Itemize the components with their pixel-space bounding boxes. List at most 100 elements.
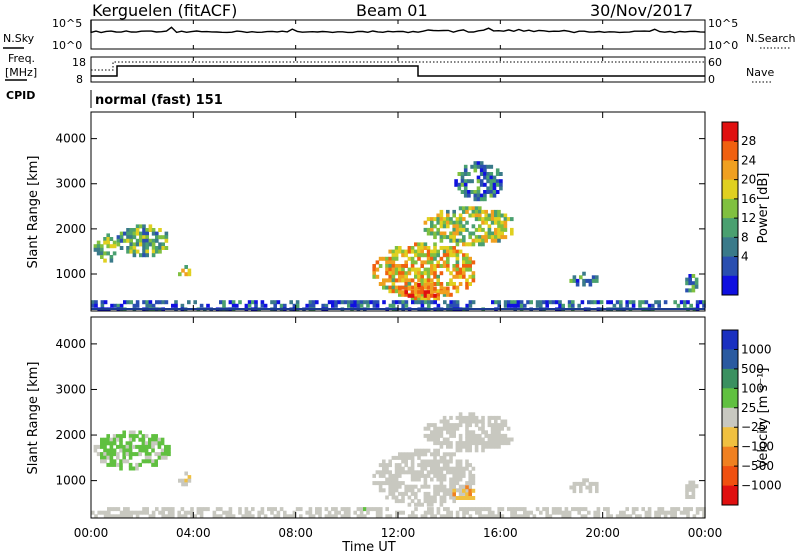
heatmap-cell	[167, 448, 171, 453]
heatmap-cell	[449, 246, 453, 250]
heatmap-cell	[491, 300, 495, 305]
heatmap-cell	[410, 470, 415, 475]
heatmap-cell	[125, 452, 130, 457]
heatmap-cell	[490, 433, 495, 438]
heatmap-cell	[372, 264, 376, 268]
heatmap-cell	[135, 514, 140, 519]
heatmap-cell	[481, 415, 485, 420]
heatmap-cell	[279, 507, 284, 512]
time-x-axis: 00:00 04:00 08:00 12:00 16:00 20:00 00:00	[74, 20, 722, 540]
heatmap-cell	[401, 290, 405, 295]
heatmap-cell	[112, 251, 117, 256]
heatmap-cell	[503, 423, 508, 428]
heatmap-cell	[463, 182, 468, 187]
heatmap-cell	[420, 502, 424, 507]
heatmap-cell	[462, 441, 466, 446]
heatmap-cell	[490, 235, 495, 240]
heatmap-cell	[375, 514, 380, 519]
heatmap-cell	[476, 179, 481, 184]
heatmap-cell	[490, 437, 495, 442]
heatmap-cell	[471, 473, 476, 478]
heatmap-cell	[363, 514, 367, 519]
heatmap-cell	[404, 459, 408, 464]
heatmap-cell	[155, 238, 159, 243]
heatmap-cell	[154, 437, 158, 442]
heatmap-cell	[452, 492, 456, 497]
heatmap-cell	[385, 285, 389, 290]
heatmap-cell	[379, 507, 383, 512]
heatmap-cell	[410, 260, 415, 265]
heatmap-cell	[467, 172, 471, 176]
heatmap-cell	[476, 164, 481, 169]
heatmap-cell	[548, 514, 553, 519]
heatmap-cell	[423, 253, 428, 258]
heatmap-cell	[695, 303, 700, 308]
heatmap-cell	[430, 217, 434, 222]
heatmap-cell	[164, 231, 169, 236]
heatmap-cell	[494, 209, 498, 214]
heatmap-cell	[487, 227, 492, 232]
heatmap-cell	[423, 285, 428, 290]
heatmap-cell	[458, 227, 463, 232]
heatmap-cell	[497, 238, 501, 243]
heatmap-cell	[410, 463, 415, 468]
heatmap-cell	[154, 441, 158, 446]
heatmap-cell	[353, 303, 357, 308]
heatmap-cell	[347, 303, 351, 308]
heatmap-cell	[500, 213, 504, 218]
heatmap-cell	[391, 285, 396, 290]
heatmap-cell	[474, 206, 479, 211]
heatmap-cell	[378, 264, 383, 268]
heatmap-cell	[452, 274, 456, 279]
heatmap-cell	[494, 235, 498, 240]
heatmap-cell	[494, 433, 498, 438]
heatmap-cell	[404, 484, 408, 489]
heatmap-cell	[157, 437, 162, 442]
heatmap-cell	[260, 507, 265, 512]
heatmap-cell	[410, 246, 415, 250]
heatmap-cell	[688, 281, 692, 286]
heatmap-cell	[187, 475, 192, 480]
heatmap-cell	[426, 278, 431, 283]
heatmap-cell	[129, 238, 133, 243]
heatmap-cell	[455, 260, 460, 265]
heatmap-cell	[436, 227, 440, 232]
heatmap-cell	[468, 231, 472, 236]
heatmap-cell	[455, 444, 460, 449]
heatmap-cell	[100, 300, 105, 305]
heatmap-cell	[343, 510, 348, 515]
heatmap-cell	[588, 485, 593, 490]
heatmap-cell	[112, 459, 117, 464]
heatmap-cell	[691, 281, 696, 286]
heatmap-cell	[683, 507, 687, 512]
heatmap-cell	[577, 510, 581, 515]
heatmap-cell	[691, 495, 696, 499]
heatmap-cell	[391, 473, 396, 478]
heatmap-cell	[132, 231, 137, 236]
heatmap-cell	[375, 481, 380, 486]
heatmap-cell	[196, 507, 201, 512]
heatmap-cell	[465, 430, 469, 435]
heatmap-cell	[391, 256, 396, 261]
heatmap-cell	[519, 514, 524, 519]
heatmap-cell	[683, 510, 687, 515]
heatmap-cell	[398, 466, 402, 471]
heatmap-cell	[449, 452, 453, 457]
heatmap-cell	[141, 434, 146, 439]
noise-trace	[90, 20, 706, 34]
heatmap-cell	[468, 303, 473, 308]
heatmap-cell	[685, 281, 689, 286]
heatmap-cell	[174, 300, 178, 305]
heatmap-cell	[433, 448, 437, 453]
heatmap-cell	[404, 278, 408, 283]
heatmap-cell	[96, 444, 101, 449]
heatmap-cell	[463, 190, 468, 194]
heatmap-cell	[442, 437, 447, 442]
heatmap-cell	[398, 455, 402, 460]
heatmap-cell	[497, 231, 501, 236]
heatmap-cell	[228, 510, 233, 515]
heatmap-cell	[430, 267, 434, 272]
heatmap-cell	[430, 430, 434, 435]
heatmap-cell	[446, 441, 450, 446]
freq-label: Freq.	[8, 52, 35, 65]
